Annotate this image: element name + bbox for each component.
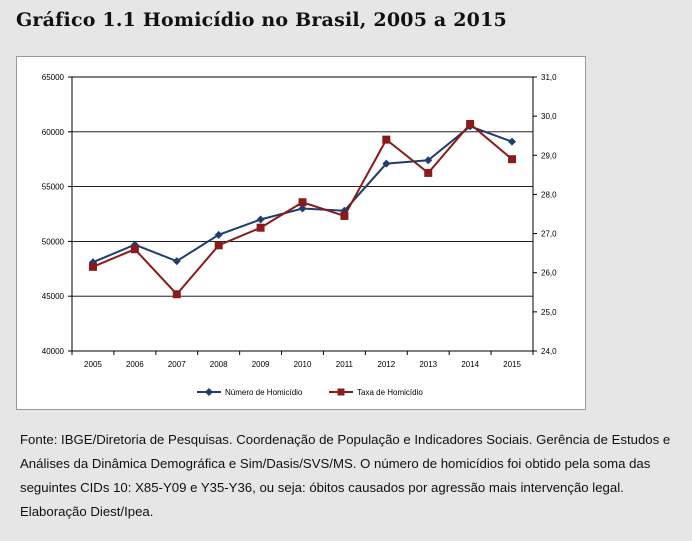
x-axis-tick-label: 2006	[126, 360, 144, 369]
chart-frame: 40000 45000 50000 55000 60000 65000 24,0 25,0 26…	[16, 56, 586, 410]
x-axis-tick-label: 2015	[503, 360, 521, 369]
left-axis-tick-label: 45000	[42, 292, 65, 301]
x-axis-tick-label: 2011	[336, 360, 354, 369]
series-2-point	[214, 241, 223, 250]
series-2-point	[256, 223, 265, 232]
series-1-point	[298, 204, 307, 213]
legend-label: Taxa de Homicídio	[357, 388, 423, 397]
right-axis-tick-label: 28,0	[541, 190, 557, 199]
x-axis-tick-label: 2005	[84, 360, 102, 369]
series-2-point	[340, 211, 349, 220]
series-1-point	[256, 215, 265, 224]
series-1-point	[508, 137, 517, 146]
right-axis-tick-label: 26,0	[541, 269, 557, 278]
plot-area	[71, 76, 534, 352]
chart-title: Gráfico 1.1 Homicídio no Brasil, 2005 a …	[16, 9, 507, 31]
x-axis-tick-label: 2008	[210, 360, 228, 369]
right-axis-tick-label: 24,0	[541, 347, 557, 356]
right-axis-tick-label: 25,0	[541, 308, 557, 317]
right-axis-tick-label: 31,0	[541, 73, 557, 82]
series-2-point	[298, 198, 307, 207]
x-axis-tick-label: 2014	[461, 360, 479, 369]
left-axis-tick-label: 65000	[42, 73, 65, 82]
series-1-point	[214, 230, 223, 239]
x-axis-tick-label: 2007	[168, 360, 186, 369]
legend-label: Número de Homicídio	[225, 388, 303, 397]
left-axis-tick-label: 50000	[42, 237, 65, 246]
series-2-point	[172, 290, 181, 299]
left-axis-tick-label: 55000	[42, 183, 65, 192]
x-axis-tick-label: 2013	[419, 360, 437, 369]
series-1-point	[382, 159, 391, 168]
series-2-point	[508, 155, 517, 164]
left-axis-tick-label: 40000	[42, 347, 65, 356]
source-note: Fonte: IBGE/Diretoria de Pesquisas. Coor…	[20, 432, 671, 519]
series-2-point	[130, 245, 139, 254]
x-axis-tick-label: 2012	[377, 360, 395, 369]
left-axis-tick-label: 60000	[42, 128, 65, 137]
series-2-point	[466, 119, 475, 128]
series-1-point	[424, 156, 433, 165]
series-2-point	[382, 135, 391, 144]
x-axis-tick-label: 2010	[294, 360, 312, 369]
series-1-point	[172, 257, 181, 266]
line-chart: 40000 45000 50000 55000 60000 65000 24,0 25,0 26…	[42, 73, 557, 397]
series-2-point	[424, 168, 433, 177]
x-axis-tick-label: 2009	[252, 360, 270, 369]
series-2-point	[88, 262, 97, 271]
right-axis-tick-label: 29,0	[541, 151, 557, 160]
right-axis-tick-label: 27,0	[541, 230, 557, 239]
legend-marker	[205, 388, 213, 396]
legend-marker	[337, 388, 345, 396]
right-axis-tick-label: 30,0	[541, 112, 557, 121]
